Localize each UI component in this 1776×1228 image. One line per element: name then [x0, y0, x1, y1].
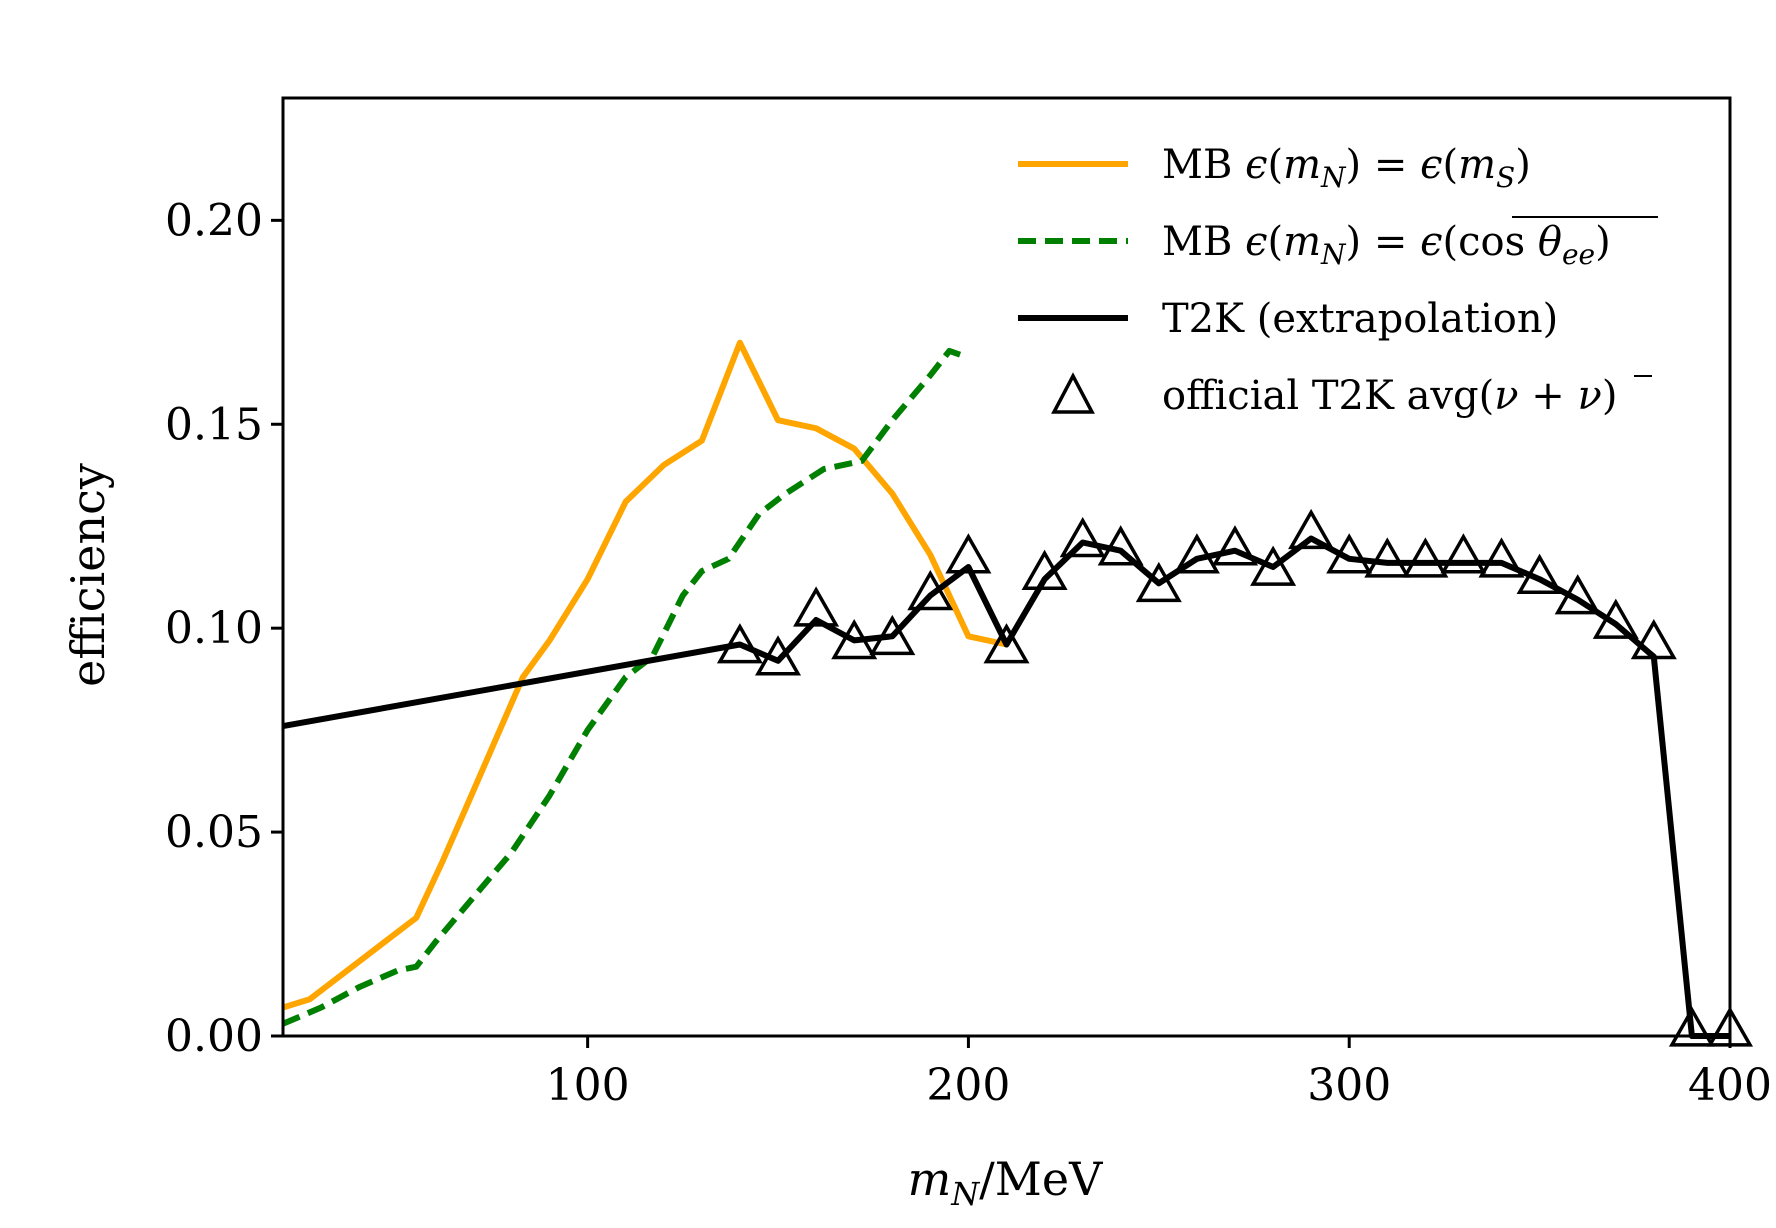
official-t2k-point	[1402, 537, 1449, 578]
plot-series-layer	[281, 339, 1730, 1039]
official-t2k-point	[1288, 508, 1335, 550]
official-t2k-point	[869, 614, 916, 656]
plot-marker-layer	[716, 508, 1754, 1047]
official-t2k-point	[1516, 553, 1563, 594]
official-t2k-point	[831, 618, 878, 660]
official-t2k-point	[1592, 598, 1639, 639]
official-t2k-point	[1668, 1006, 1715, 1047]
y-tick-label: 0.15	[165, 399, 263, 450]
official-t2k-point	[1250, 545, 1297, 586]
legend-label-official-t2k: official T2K avg(ν + ν)	[1162, 373, 1617, 419]
y-tick-label: 0.00	[165, 1011, 263, 1062]
legend-label-mb-mass: MB ϵ(mN) = ϵ(mS)	[1162, 142, 1531, 194]
y-tick-label: 0.05	[165, 807, 263, 858]
x-tick-label: 400	[1688, 1060, 1772, 1111]
official-t2k-point	[716, 623, 763, 664]
official-t2k-point	[1097, 525, 1144, 566]
official-t2k-point	[1440, 533, 1487, 574]
y-axis-label: efficiency	[61, 463, 115, 687]
official-t2k-point	[1364, 537, 1411, 578]
axes-frame	[281, 96, 1732, 1038]
x-tick-label: 300	[1307, 1060, 1391, 1111]
official-t2k-point	[1059, 516, 1106, 558]
official-t2k-point	[1326, 533, 1373, 574]
tick-layer: 100 200 300 400 0.00 0.05 0.10 0.15 0.20	[165, 195, 1772, 1111]
legend-triangle-marker	[1051, 372, 1095, 414]
official-t2k-point	[945, 533, 992, 574]
official-t2k-point	[1135, 561, 1182, 603]
official-t2k-point	[1021, 549, 1068, 590]
x-tick-label: 200	[926, 1060, 1010, 1111]
mb-angle-curve	[281, 347, 962, 1027]
official-t2k-point	[907, 569, 954, 611]
t2k-extrapolation-curve	[282, 535, 1730, 1039]
legend-label-mb-angle: MB ϵ(mN) = ϵ(cos θee)	[1162, 219, 1611, 271]
official-t2k-point	[1630, 618, 1677, 660]
official-t2k-point	[1554, 574, 1601, 615]
mb-mass-curve	[282, 339, 1008, 1011]
official-t2k-point	[793, 586, 840, 627]
official-t2k-point	[1211, 525, 1259, 566]
official-t2k-point	[1173, 533, 1220, 574]
y-tick-label: 0.10	[165, 603, 263, 654]
official-t2k-point	[754, 635, 802, 676]
official-t2k-point	[983, 623, 1030, 664]
legend-label-t2k-extrapolation: T2K (extrapolation)	[1162, 296, 1558, 342]
x-axis-label: mN/MeV	[908, 1152, 1103, 1213]
y-tick-label: 0.20	[165, 195, 263, 246]
x-tick-label: 100	[546, 1060, 630, 1111]
legend: MB ϵ(mN) = ϵ(mS) MB ϵ(mN) = ϵ(cos θee) T…	[1018, 142, 1658, 419]
official-t2k-point	[1478, 537, 1525, 578]
